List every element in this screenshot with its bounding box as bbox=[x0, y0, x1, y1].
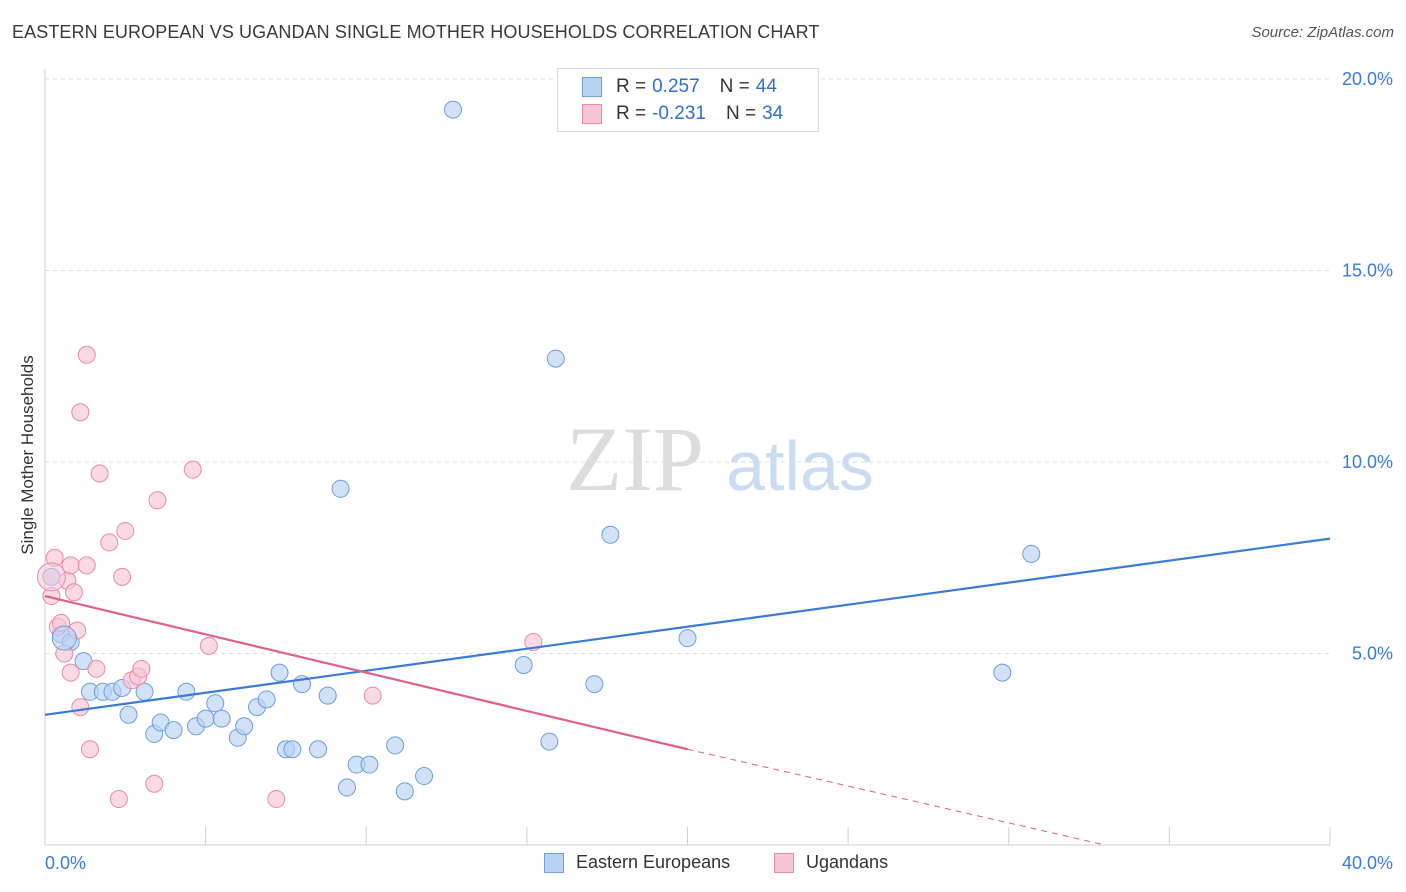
point-eastern-european bbox=[360, 755, 379, 774]
chart-title: EASTERN EUROPEAN VS UGANDAN SINGLE MOTHE… bbox=[12, 22, 820, 42]
point-eastern-european bbox=[386, 736, 405, 755]
bottom-legend-swatch-ugandans bbox=[774, 852, 794, 873]
point-eastern-european bbox=[318, 686, 337, 705]
point-eastern-european bbox=[119, 705, 138, 724]
trend-line-ugandans bbox=[687, 748, 1106, 846]
y-tick-label: 5.0% bbox=[1352, 644, 1393, 664]
legend-n-label: N = bbox=[725, 103, 757, 124]
watermark-zip: ZIP bbox=[566, 408, 704, 510]
point-eastern-european bbox=[257, 690, 276, 709]
x-tick-label: 0.0% bbox=[45, 853, 86, 873]
point-eastern-european bbox=[546, 349, 565, 368]
source-label: Source: ZipAtlas.com bbox=[1251, 24, 1394, 41]
bottom-legend-label: Eastern Europeans bbox=[576, 852, 731, 872]
legend-r-value: -0.231 bbox=[652, 103, 706, 124]
legend-r-value: 0.257 bbox=[652, 76, 700, 97]
point-eastern-european-cluster bbox=[51, 625, 77, 651]
y-tick-label: 10.0% bbox=[1342, 452, 1393, 472]
point-ugandan bbox=[132, 659, 151, 678]
trend-line-ugandans bbox=[44, 594, 688, 751]
correlation-legend: R = 0.257 N = 44 R = -0.231 N = 34 bbox=[557, 68, 819, 132]
point-ugandan bbox=[61, 663, 80, 682]
legend-row-ugandans: R = -0.231 N = 34 bbox=[582, 102, 783, 126]
point-eastern-european bbox=[235, 717, 254, 736]
y-tick-label: 15.0% bbox=[1342, 261, 1393, 281]
point-ugandan bbox=[87, 659, 106, 678]
point-eastern-european bbox=[585, 675, 604, 694]
point-ugandan bbox=[145, 774, 164, 793]
point-eastern-european bbox=[212, 709, 231, 728]
axes bbox=[44, 69, 1331, 846]
point-eastern-european bbox=[283, 740, 302, 759]
point-ugandan bbox=[116, 521, 135, 540]
legend-n-value: 44 bbox=[755, 76, 777, 97]
point-eastern-european bbox=[395, 782, 414, 801]
bottom-legend-ugandans: Ugandans bbox=[774, 852, 888, 873]
point-ugandan bbox=[267, 790, 286, 809]
point-ugandan bbox=[148, 491, 167, 510]
point-ugandan bbox=[90, 464, 109, 483]
point-ugandan bbox=[100, 533, 119, 552]
legend-n-label: N = bbox=[719, 76, 750, 97]
point-eastern-european bbox=[196, 709, 215, 728]
legend-n-value: 34 bbox=[762, 103, 784, 124]
tick-labels: 5.0% 10.0% 15.0% 20.0% 0.0% 40.0% bbox=[45, 69, 1393, 873]
data-points bbox=[36, 100, 1041, 809]
legend-r-label: R = bbox=[616, 103, 647, 124]
point-eastern-european bbox=[270, 663, 289, 682]
point-eastern-european bbox=[993, 663, 1012, 682]
point-ugandan bbox=[80, 740, 99, 759]
point-ugandan bbox=[183, 460, 202, 479]
trend-lines bbox=[44, 537, 1331, 846]
point-ugandan bbox=[77, 345, 96, 364]
point-eastern-european bbox=[1022, 544, 1041, 563]
y-tick-label: 20.0% bbox=[1342, 69, 1393, 89]
point-eastern-european bbox=[206, 694, 225, 713]
legend-r-label: R = bbox=[616, 76, 647, 97]
bottom-legend-eastern-europeans: Eastern Europeans bbox=[544, 852, 730, 873]
point-eastern-european bbox=[443, 100, 462, 119]
legend-row-eastern-europeans: R = 0.257 N = 44 bbox=[582, 75, 777, 99]
point-ugandan bbox=[363, 686, 382, 705]
x-tick-label: 40.0% bbox=[1342, 853, 1393, 873]
point-eastern-european bbox=[540, 732, 559, 751]
point-eastern-european bbox=[177, 682, 196, 701]
bottom-legend-label: Ugandans bbox=[806, 852, 889, 872]
point-ugandan bbox=[77, 556, 96, 575]
point-ugandan bbox=[71, 403, 90, 422]
point-ugandan bbox=[109, 790, 128, 809]
point-eastern-european bbox=[331, 479, 350, 498]
bottom-legend-swatch-eastern-europeans bbox=[544, 852, 564, 873]
point-eastern-european bbox=[415, 767, 434, 786]
point-eastern-european bbox=[337, 778, 356, 797]
point-eastern-european bbox=[514, 655, 533, 674]
trend-line-eastern-europeans bbox=[44, 537, 1331, 716]
point-ugandan bbox=[113, 567, 132, 586]
point-eastern-european bbox=[678, 629, 697, 648]
point-ugandan bbox=[64, 583, 83, 602]
point-ugandan bbox=[71, 698, 90, 717]
legend-swatch-ugandans bbox=[582, 104, 602, 124]
grid-lines bbox=[45, 78, 1330, 654]
point-ugandan bbox=[199, 636, 218, 655]
point-ugandan-cluster bbox=[36, 562, 66, 592]
point-eastern-european bbox=[309, 740, 328, 759]
legend-swatch-eastern-europeans bbox=[582, 77, 602, 97]
watermark-atlas: atlas bbox=[726, 427, 874, 505]
point-eastern-european bbox=[164, 721, 183, 740]
point-eastern-european bbox=[601, 525, 620, 544]
